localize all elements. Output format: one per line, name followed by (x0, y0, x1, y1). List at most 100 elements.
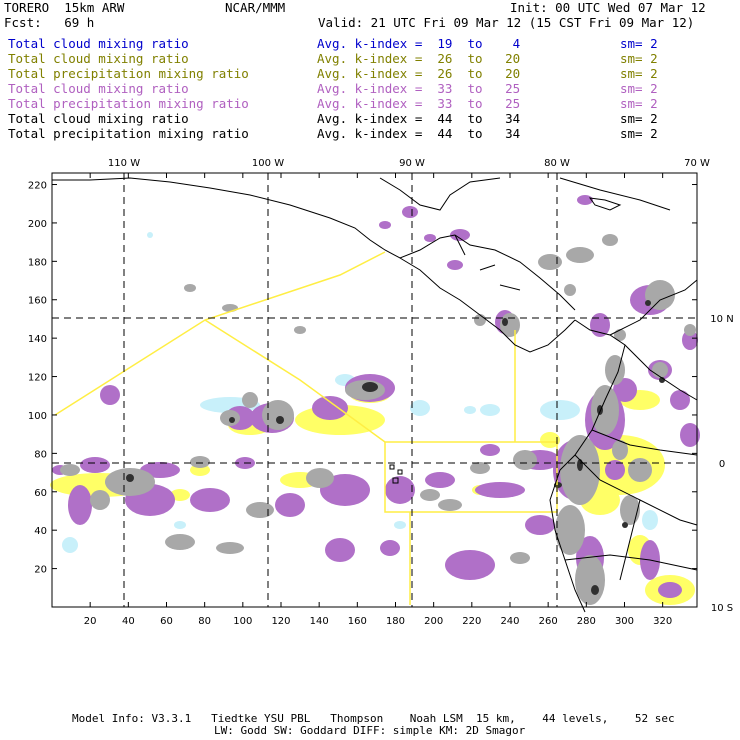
boundary-line-west (204, 319, 386, 443)
field-shading-cell (564, 284, 576, 296)
legend-row: Total precipitation mixing ratio (8, 96, 249, 111)
field-shading-cell (464, 406, 476, 414)
field-shading-cell (658, 582, 682, 598)
field-shading-cell (470, 462, 490, 474)
field-shading-cell (540, 432, 560, 448)
field-shading-cell (657, 282, 673, 298)
field-shading-cell (294, 326, 306, 334)
field-shading-cell (410, 400, 430, 416)
model-name: TORERO 15km ARW (4, 0, 125, 15)
field-shading-cell (575, 555, 605, 605)
field-shading-cell (100, 385, 120, 405)
field-shading-cell (424, 234, 436, 242)
field-shading-cell (591, 585, 599, 595)
field-shading-cell (622, 522, 628, 528)
x-tick-label: 20 (84, 616, 97, 627)
lat-lon-grid (52, 173, 697, 607)
field-shading-cell (126, 474, 134, 482)
field-shading-cell (620, 495, 640, 525)
legend-row-sm: sm= 2 (620, 96, 658, 111)
legend-row-sm: sm= 2 (620, 66, 658, 81)
x-tick-label: 140 (310, 616, 329, 627)
x-tick-label: 120 (271, 616, 290, 627)
field-shading-cell (379, 221, 391, 229)
field-shading-cell (246, 502, 274, 518)
field-shading-cell (682, 330, 698, 350)
y-tick-label: 160 (28, 296, 47, 307)
init-time: Init: 00 UTC Wed 07 Mar 12 (510, 0, 706, 15)
field-shading-cell (525, 515, 555, 535)
field-shading-cell (276, 416, 284, 424)
legend-row-sm: sm= 2 (620, 81, 658, 96)
coastline-mexico (52, 177, 456, 259)
x-tick-label: 260 (539, 616, 558, 627)
map-frame (51, 172, 698, 608)
y-tick-label: 80 (34, 449, 47, 460)
y-tick-label: 220 (28, 181, 47, 192)
field-shading-cell (147, 232, 153, 238)
field-shading-cell (165, 534, 195, 550)
field-shading-cell (652, 362, 668, 378)
field-shading-cell (591, 385, 619, 435)
axis-ticks (52, 173, 697, 607)
field-shading-cell (60, 464, 80, 476)
field-shading-cell (394, 521, 406, 529)
y-axis-labels: 20 40 60 80 100 120 140 160 180 200 220 (28, 181, 47, 576)
field-shading-cell (577, 459, 583, 471)
field-shading-cell (312, 396, 348, 420)
legend-row-kindex: Avg. k-index = 19 to 4 (317, 36, 521, 51)
legend-row-sm: sm= 2 (620, 126, 658, 141)
legend-row-sm: sm= 2 (620, 51, 658, 66)
field-shading-cell (80, 457, 110, 473)
latitude-label: 10 N (710, 314, 733, 325)
coastline-yucatan (379, 177, 501, 211)
field-shading-cell (222, 304, 238, 312)
legend-row-kindex: Avg. k-index = 33 to 25 (317, 96, 521, 111)
field-shading-cell (475, 482, 525, 498)
field-shading-cell (480, 444, 500, 456)
field-shading-cell (502, 318, 508, 326)
x-axis-labels: 20 40 60 80 100 120 140 160 180 200 220 240 260 280 30… (84, 616, 672, 627)
field-shading-cell (174, 521, 186, 529)
field-shading-cell (538, 254, 562, 270)
field-shading-cell (275, 493, 305, 517)
organization: NCAR/MMM (225, 0, 286, 15)
legend-row: Total precipitation mixing ratio (8, 126, 249, 141)
longitude-labels: 110 W 100 W 90 W 80 W 70 W (108, 158, 710, 169)
y-tick-label: 140 (28, 334, 47, 345)
legend-row: Total cloud mixing ratio (8, 36, 189, 51)
field-shading-cell (605, 460, 625, 480)
field-shading-cell (602, 234, 618, 246)
longitude-label: 80 W (544, 158, 570, 169)
x-tick-label: 40 (122, 616, 135, 627)
x-tick-label: 300 (615, 616, 634, 627)
model-info-line: Model Info: V3.3.1 Tiedtke YSU PBL Thomp… (72, 712, 675, 725)
x-tick-label: 80 (198, 616, 211, 627)
field-shading-cell (642, 510, 658, 530)
field-shading-cell (555, 505, 585, 555)
legend-row: Total cloud mixing ratio (8, 51, 189, 66)
field-shading-cell (170, 489, 190, 501)
field-shading-cell (480, 404, 500, 416)
field-shading-cell (229, 417, 235, 423)
field-shading-cell (605, 355, 625, 385)
field-shading-cell (450, 229, 470, 241)
field-shading-cell (566, 247, 594, 263)
y-tick-label: 180 (28, 257, 47, 268)
field-shading-cell (577, 195, 593, 205)
field-shading-cell (90, 490, 110, 510)
legend-row-sm: sm= 2 (620, 36, 658, 51)
legend-row: Total cloud mixing ratio (8, 111, 189, 126)
cloud-mixing-ratio-shading (50, 195, 700, 605)
boundary-line-north (54, 251, 386, 416)
field-shading-cell (68, 485, 92, 525)
field-shading-cell (184, 284, 196, 292)
legend-row: Total cloud mixing ratio (8, 81, 189, 96)
x-tick-label: 160 (348, 616, 367, 627)
field-shading-cell (445, 550, 495, 580)
latitude-label: 0 (719, 459, 725, 470)
coastline-caribbean (454, 234, 576, 311)
longitude-label: 90 W (399, 158, 425, 169)
field-shading-cell (190, 488, 230, 512)
